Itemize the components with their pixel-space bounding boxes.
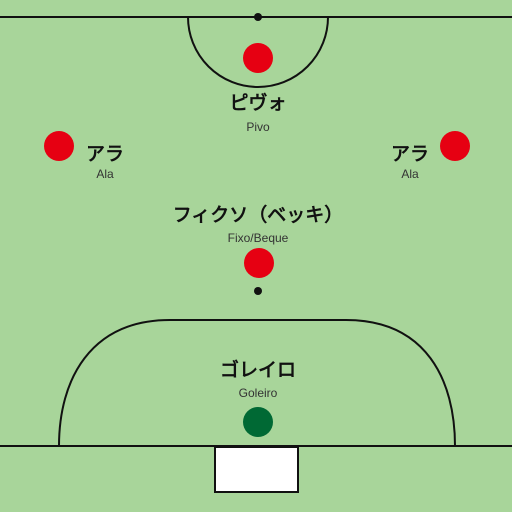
player-label-jp-goleiro: ゴレイロ — [220, 358, 296, 381]
player-ala-right: アラ Ala — [391, 131, 470, 181]
player-marker-fixo — [244, 248, 274, 278]
player-fixo: フィクソ（ベッキ） Fixo/Beque — [173, 203, 344, 278]
player-marker-ala-left — [44, 131, 74, 161]
player-label-pt-ala-left: Ala — [96, 167, 114, 181]
player-label-pt-pivo: Pivo — [246, 120, 270, 134]
player-label-pt-ala-right: Ala — [401, 167, 419, 181]
goal-frame — [214, 446, 299, 493]
player-pivo: ピヴォ Pivo — [229, 43, 287, 134]
second-penalty-mark — [254, 287, 262, 295]
player-label-jp-ala-left: アラ — [86, 143, 124, 165]
player-goleiro: ゴレイロ Goleiro — [220, 358, 296, 437]
player-marker-ala-right — [440, 131, 470, 161]
player-marker-pivo — [243, 43, 273, 73]
player-label-pt-goleiro: Goleiro — [239, 386, 278, 400]
center-spot — [254, 13, 262, 21]
player-label-jp-ala-right: アラ — [391, 143, 429, 165]
player-marker-goleiro — [243, 407, 273, 437]
player-label-jp-fixo: フィクソ（ベッキ） — [173, 203, 344, 226]
player-label-jp-pivo: ピヴォ — [229, 91, 286, 114]
penalty-area-line — [58, 319, 456, 447]
player-label-pt-fixo: Fixo/Beque — [228, 231, 289, 245]
center-circle-arc — [187, 16, 329, 88]
player-ala-left: アラ Ala — [44, 131, 124, 181]
